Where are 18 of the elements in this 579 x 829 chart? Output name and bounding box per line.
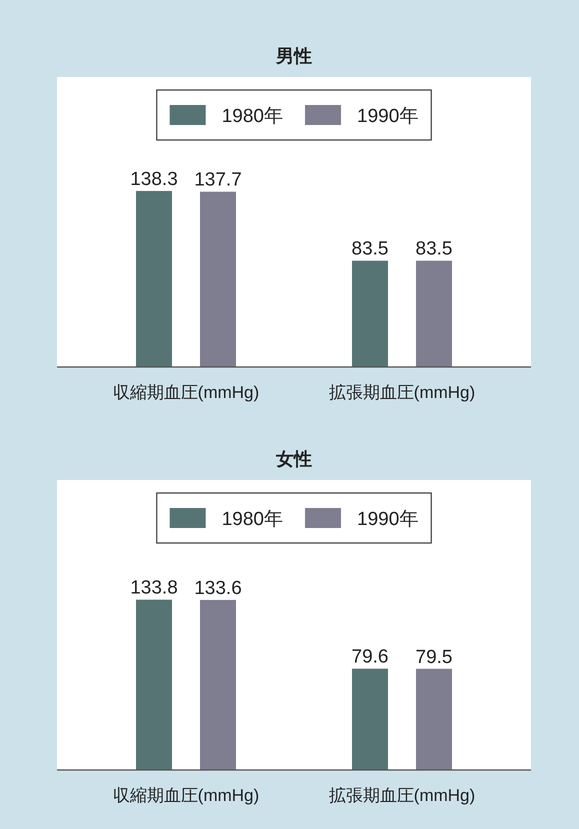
data-label: 83.5: [352, 238, 388, 260]
data-label: 79.6: [352, 646, 388, 668]
data-label: 138.3: [130, 168, 178, 190]
data-label: 137.7: [194, 170, 242, 191]
category-label: 拡張期血圧(mmHg): [328, 383, 476, 402]
data-label: 133.8: [130, 578, 178, 599]
legend-label: 1980年: [222, 106, 283, 127]
data-label: 133.6: [194, 578, 242, 599]
title: 男性: [276, 46, 312, 66]
legend-label: 1990年: [357, 106, 418, 127]
data-label: 79.5: [416, 646, 452, 668]
category-label: 拡張期血圧(mmHg): [328, 786, 476, 805]
category-label: 収縮期血圧(mmHg): [112, 383, 260, 402]
title: 女性: [276, 449, 312, 469]
category-label: 収縮期血圧(mmHg): [112, 786, 260, 805]
data-label: 83.5: [416, 238, 452, 260]
legend-label: 1990年: [357, 509, 418, 530]
legend-label: 1980年: [222, 509, 283, 530]
